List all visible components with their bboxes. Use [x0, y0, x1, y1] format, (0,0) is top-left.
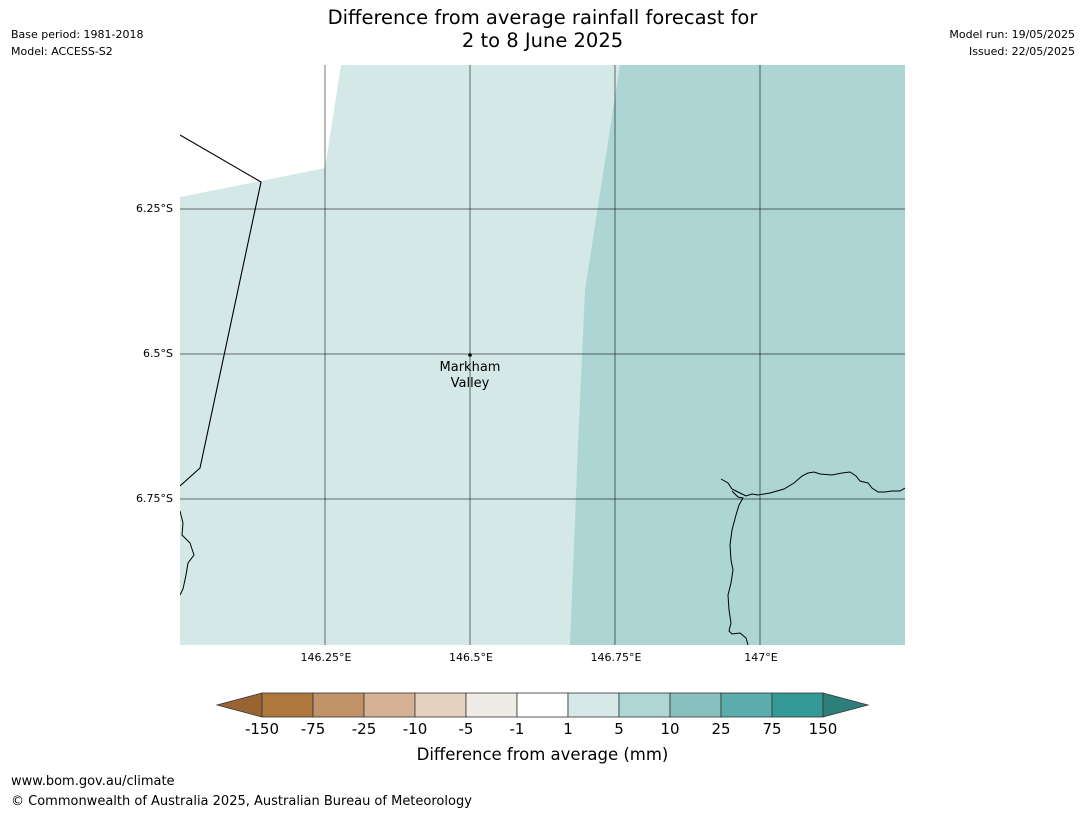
colorbar — [215, 692, 870, 718]
river-channel — [727, 490, 749, 645]
colorbar-cell — [363, 692, 416, 718]
model-name: Model: ACCESS-S2 — [11, 45, 113, 58]
title-line-1: Difference from average rainfall forecas… — [327, 6, 758, 29]
footer-url[interactable]: www.bom.gov.au/climate — [11, 774, 175, 789]
wet-region — [570, 65, 905, 645]
colorbar-tick-label: 1 — [563, 720, 573, 738]
coastline-west — [180, 510, 195, 596]
colorbar-cell — [618, 692, 671, 718]
lon-label-146-75: 146.75°E — [590, 651, 642, 664]
colorbar-tick-label: 10 — [660, 720, 680, 738]
place-marker — [468, 353, 472, 357]
colorbar-tick-label: 75 — [762, 720, 782, 738]
colorbar-cells — [215, 692, 870, 718]
colorbar-tick-label: 150 — [808, 720, 838, 738]
model-run: Model run: 19/05/2025 — [949, 28, 1075, 41]
footer-copyright: © Commonwealth of Australia 2025, Austra… — [11, 794, 472, 809]
rainfall-map — [180, 65, 905, 645]
colorbar-tick-label: 25 — [711, 720, 731, 738]
lat-label-6-75: 6.75°S — [136, 492, 173, 505]
colorbar-cell — [567, 692, 620, 718]
colorbar-extend-high — [822, 692, 870, 718]
colorbar-tick-label: -1 — [509, 720, 525, 738]
meta-left: Base period: 1981-2018 Model: ACCESS-S2 — [11, 26, 143, 60]
lat-label-6-5: 6.5°S — [143, 347, 173, 360]
colorbar-cell — [516, 692, 569, 718]
place-name: Markham Valley — [439, 360, 501, 391]
lon-label-147: 147°E — [744, 651, 778, 664]
colorbar-label: Difference from average (mm) — [416, 745, 669, 764]
colorbar-cell — [771, 692, 824, 718]
colorbar-tick-label: -25 — [351, 720, 377, 738]
chart-title: Difference from average rainfall forecas… — [0, 6, 1085, 52]
colorbar-cell — [669, 692, 722, 718]
lat-label-6-25: 6.25°S — [136, 202, 173, 215]
colorbar-cell — [720, 692, 773, 718]
colorbar-tick-label: 5 — [614, 720, 624, 738]
white-region — [180, 65, 341, 197]
colorbar-tick-label: -150 — [244, 720, 280, 738]
colorbar-tick-label: -5 — [458, 720, 474, 738]
colorbar-cell — [465, 692, 518, 718]
issued-date: Issued: 22/05/2025 — [968, 45, 1075, 58]
coastline-east — [720, 471, 905, 497]
title-line-2: 2 to 8 June 2025 — [461, 29, 624, 52]
base-period: Base period: 1981-2018 — [11, 28, 144, 41]
colorbar-extend-low — [215, 692, 263, 718]
colorbar-cell — [414, 692, 467, 718]
province-boundary — [180, 134, 262, 487]
colorbar-cell — [261, 692, 314, 718]
lon-label-146-5: 146.5°E — [449, 651, 493, 664]
colorbar-tick-label: -75 — [300, 720, 326, 738]
place-label-markham-valley: Markham Valley — [410, 360, 530, 392]
lon-label-146-25: 146.25°E — [300, 651, 352, 664]
colorbar-tick-label: -10 — [402, 720, 428, 738]
meta-right: Model run: 19/05/2025 Issued: 22/05/2025 — [949, 26, 1075, 60]
colorbar-cell — [312, 692, 365, 718]
